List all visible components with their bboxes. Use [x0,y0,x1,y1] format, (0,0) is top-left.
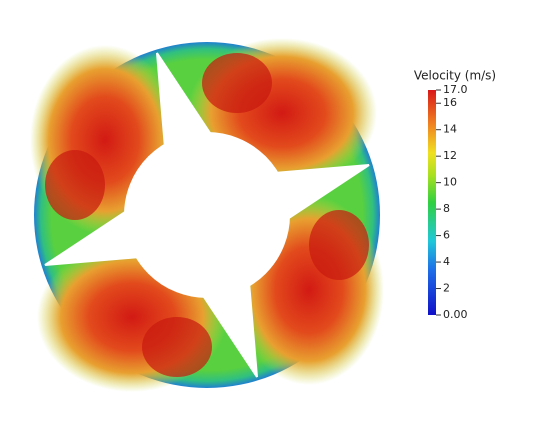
tick-label: 8 [443,202,450,215]
flow-field [30,38,384,392]
tick-label: 12 [443,149,457,162]
tick-label: 4 [443,255,450,268]
tick-label: 6 [443,229,450,242]
color-bar-gradient [428,90,436,315]
color-bar-title: Velocity (m/s) [414,69,496,83]
tick-label: 0.00 [443,308,468,321]
tick-label: 14 [443,123,457,136]
tick-label: 16 [443,96,457,109]
tick-label: 2 [443,282,450,295]
tick-label: 17.0 [443,83,468,96]
tick-label: 10 [443,176,457,189]
